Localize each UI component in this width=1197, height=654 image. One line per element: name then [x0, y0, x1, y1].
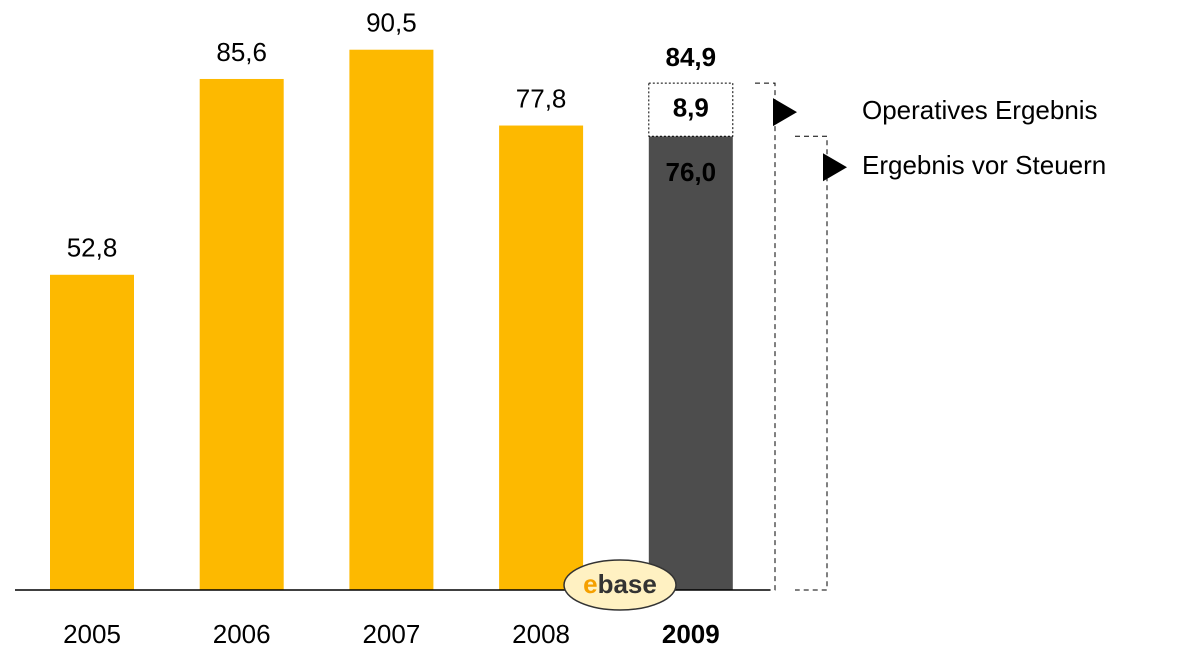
arrow: [823, 153, 847, 182]
value-label: 85,6: [216, 37, 267, 67]
bar: [648, 82, 734, 137]
logo-rest: base: [598, 569, 657, 599]
logo-badge: [563, 559, 677, 611]
bar: [199, 78, 284, 590]
value-label: 8,9: [673, 93, 709, 123]
x-tick-label: 2006: [213, 619, 271, 649]
x-tick-label: 2008: [512, 619, 570, 649]
annotation: Ergebnis vor Steuern: [862, 150, 1106, 180]
value-label: 52,8: [67, 233, 118, 263]
annotation: Operatives Ergebnis: [862, 95, 1098, 125]
x-tick-label: 2007: [362, 619, 420, 649]
value-label: 77,8: [516, 83, 567, 113]
logo: ebase: [583, 569, 657, 599]
bar: [50, 274, 134, 590]
logo-accent: e: [583, 569, 597, 599]
value-label: 76,0: [665, 157, 716, 187]
total-label: 84,9: [665, 42, 716, 72]
bar: [499, 125, 584, 590]
x-tick-label: 2005: [63, 619, 121, 649]
bar: [349, 49, 434, 590]
value-label: 90,5: [366, 8, 417, 38]
x-tick-label: 2009: [662, 619, 720, 649]
arrow: [773, 98, 797, 127]
bracket: [795, 135, 828, 591]
bracket: [755, 82, 776, 591]
bar: [648, 136, 733, 590]
